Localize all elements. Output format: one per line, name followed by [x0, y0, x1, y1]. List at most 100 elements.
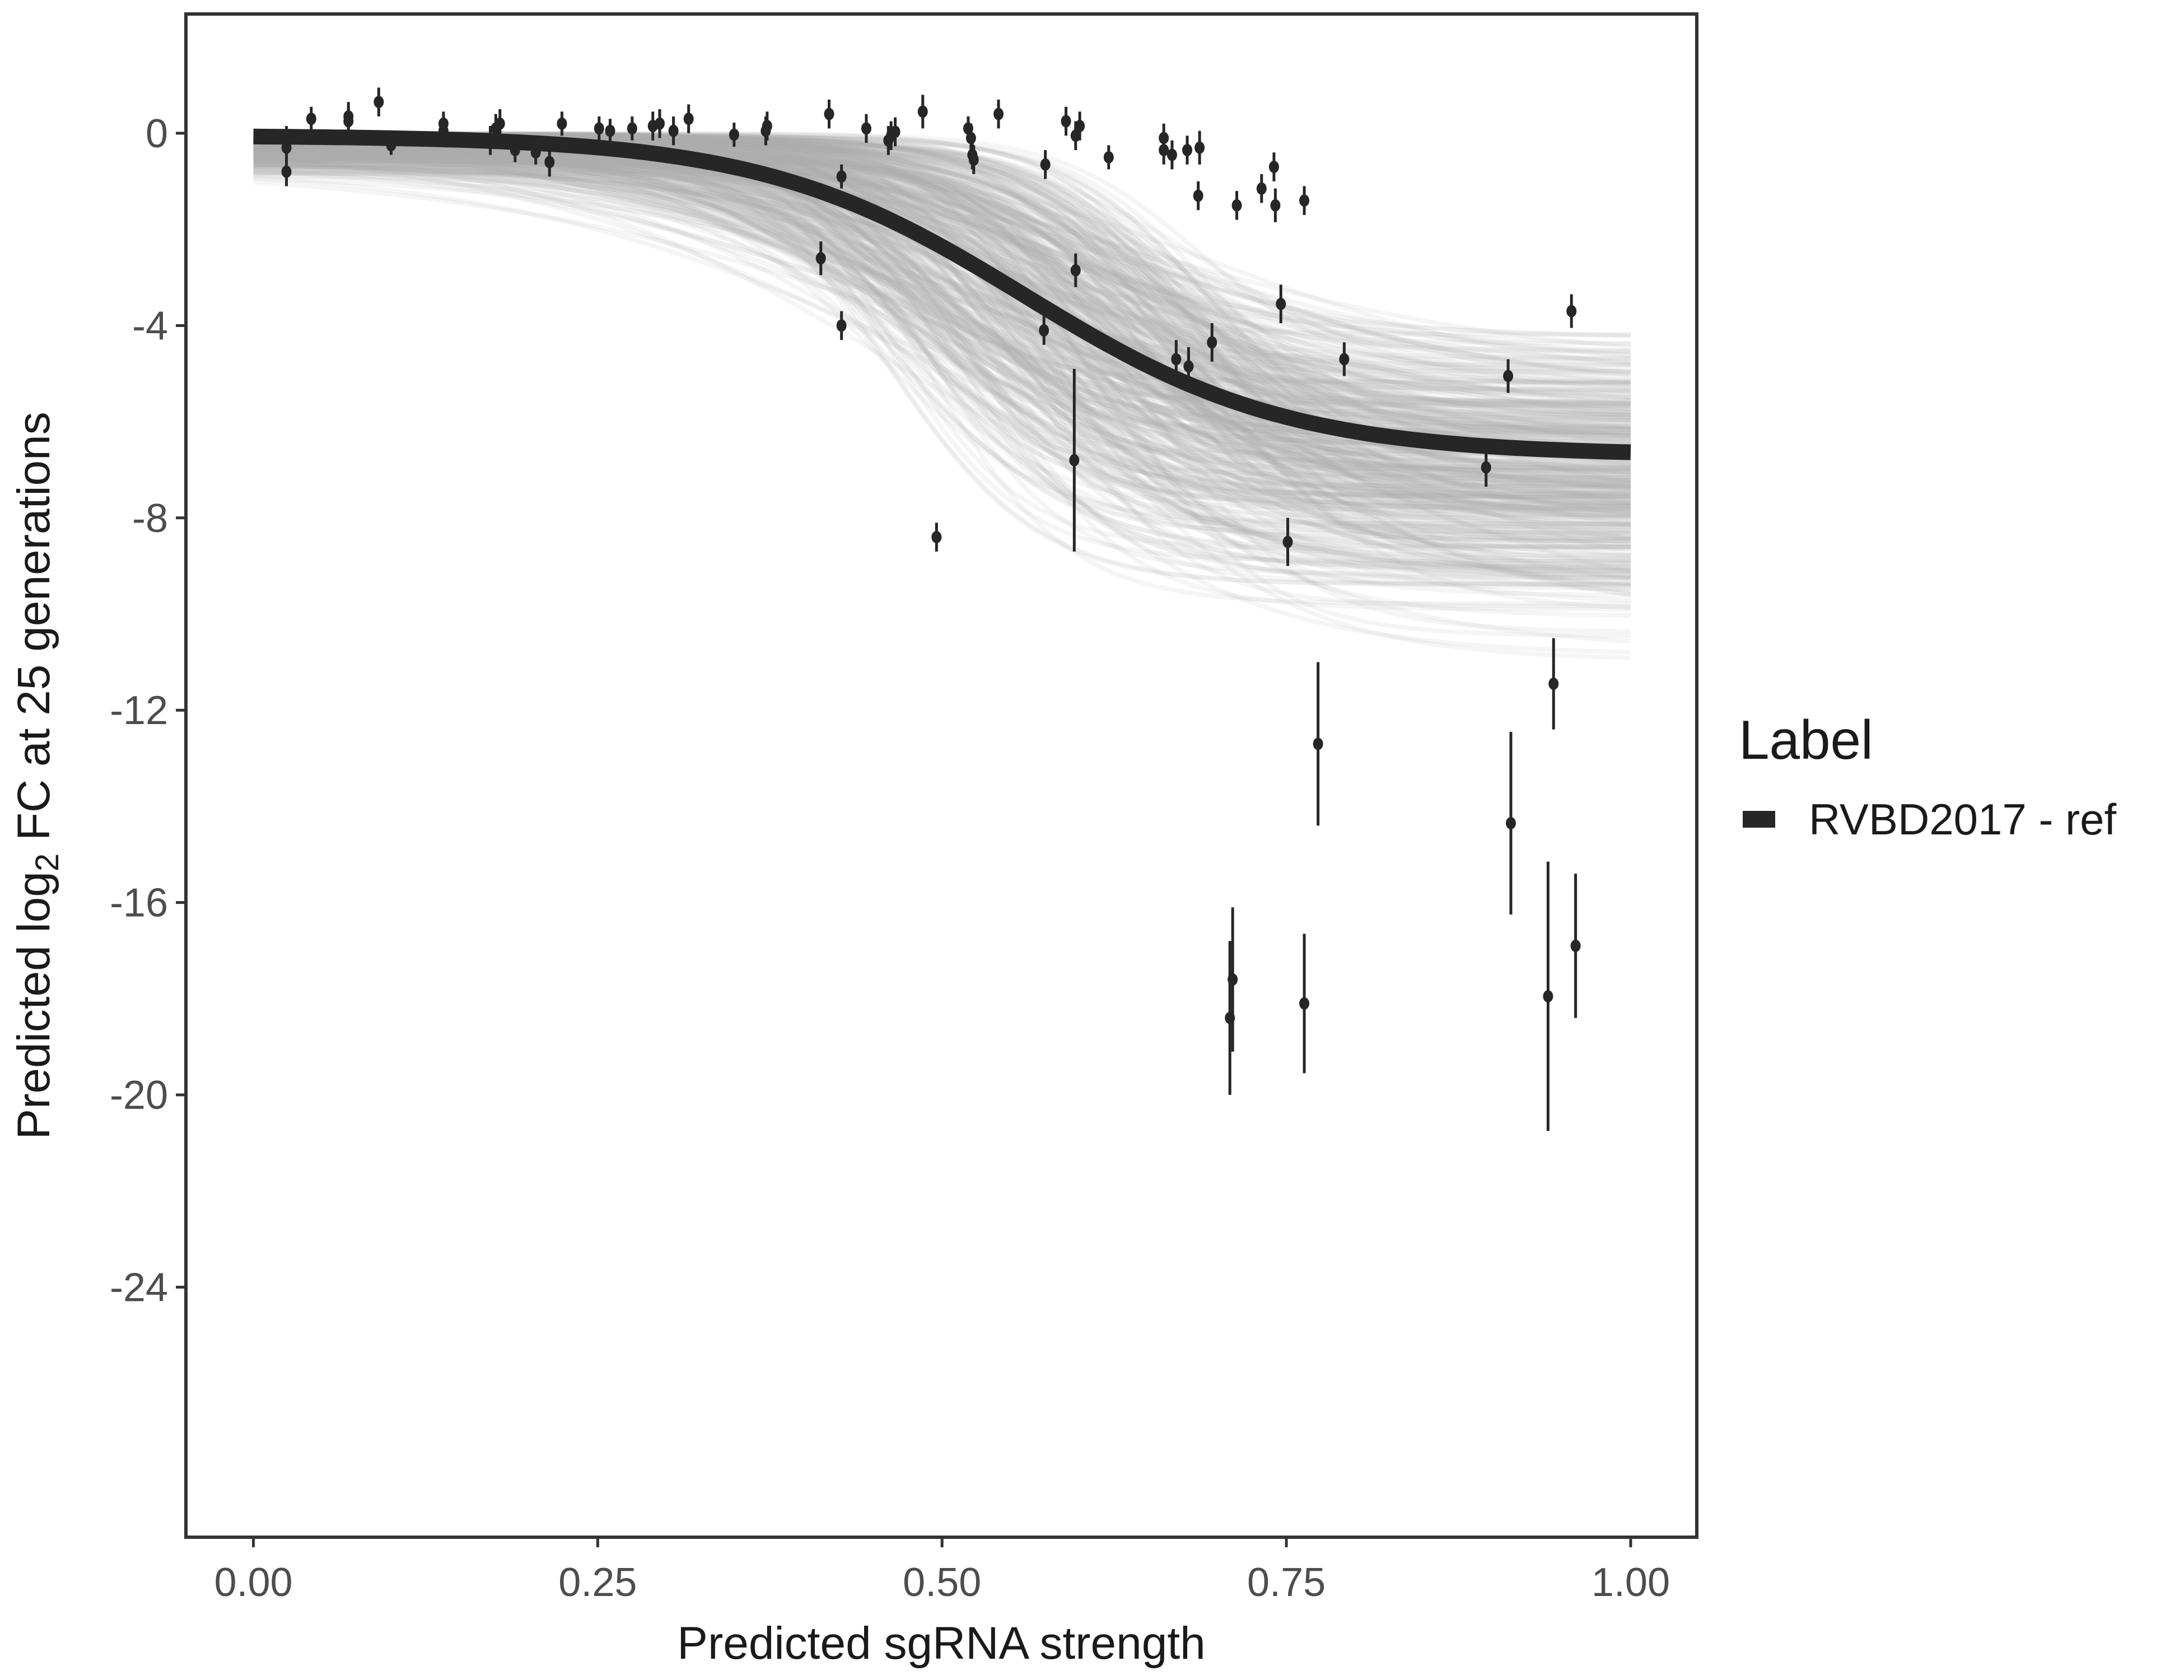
data-point [1040, 158, 1051, 171]
posterior-draw-line [253, 148, 1631, 514]
data-point [1228, 973, 1238, 986]
posterior-draw-line [253, 165, 1631, 420]
data-point [1256, 182, 1267, 195]
data-point [668, 124, 679, 137]
posterior-draw-line [253, 149, 1631, 571]
posterior-draw-line [253, 147, 1631, 501]
posterior-draw-line [253, 135, 1631, 496]
posterior-draw-line [253, 148, 1631, 347]
posterior-draw-line [253, 149, 1631, 385]
posterior-draw-line [253, 147, 1631, 498]
posterior-draw-line [253, 149, 1631, 426]
data-point [594, 122, 604, 135]
data-point [438, 124, 449, 137]
data-point [890, 125, 900, 138]
posterior-draw-line [253, 157, 1631, 573]
data-point [281, 165, 292, 178]
y-tick-label: -20 [110, 1073, 168, 1118]
data-points [281, 87, 1581, 1131]
posterior-draw-line [253, 157, 1631, 472]
y-tick-label: -12 [110, 688, 168, 733]
data-point [836, 319, 847, 332]
posterior-draw-line [253, 165, 1631, 541]
x-tick-label: 1.00 [1592, 1560, 1670, 1605]
legend-title: Label [1739, 709, 1873, 771]
data-point [1103, 151, 1114, 164]
data-point [374, 96, 384, 109]
posterior-draw-line [253, 170, 1631, 433]
data-point [627, 122, 637, 135]
posterior-draw-line [253, 147, 1631, 450]
posterior-draw-line [253, 155, 1631, 509]
posterior-draw-line [253, 150, 1631, 612]
legend-key [1743, 811, 1775, 828]
posterior-draw-line [253, 160, 1631, 470]
posterior-draw-line [253, 156, 1631, 484]
data-point [1268, 161, 1279, 174]
posterior-draw-line [253, 162, 1631, 396]
data-point [917, 105, 928, 118]
posterior-draw-line [253, 146, 1631, 514]
posterior-draw-line [253, 175, 1631, 492]
data-point [1481, 461, 1491, 474]
data-point [1505, 817, 1516, 829]
posterior-draw-line [253, 152, 1631, 418]
posterior-draw-line [253, 164, 1631, 541]
posterior-draw-line [253, 151, 1631, 471]
data-point [1193, 189, 1203, 202]
x-tick-label: 0.75 [1247, 1560, 1326, 1605]
y-tick-label: -4 [132, 304, 168, 348]
posterior-draw-line [253, 150, 1631, 431]
data-point [1182, 143, 1193, 156]
posterior-draw-line [253, 170, 1631, 514]
posterior-draw-line [253, 145, 1631, 541]
posterior-draw-line [253, 141, 1631, 463]
posterior-draw-line [253, 159, 1631, 573]
data-point [1061, 115, 1071, 128]
posterior-draw-line [253, 160, 1631, 580]
posterior-draw-line [253, 146, 1631, 430]
y-title-part2: FC at 25 generations [8, 412, 59, 853]
x-tick-label: 0.25 [558, 1560, 637, 1605]
fit-curve [253, 128, 1631, 460]
data-point [1039, 324, 1049, 337]
posterior-draw-line [253, 171, 1631, 471]
data-point [683, 113, 694, 125]
posterior-draw-line [253, 166, 1631, 414]
posterior-draw-line [253, 147, 1631, 474]
posterior-draw-line [253, 146, 1631, 430]
posterior-draw-line [253, 165, 1631, 432]
posterior-draw-line [253, 143, 1631, 432]
posterior-draw-line [253, 149, 1631, 417]
posterior-draw-line [253, 146, 1631, 506]
posterior-draw-line [253, 146, 1631, 420]
posterior-draw-line [253, 162, 1631, 484]
posterior-draw-line [253, 148, 1631, 586]
posterior-draw-line [253, 155, 1631, 503]
posterior-draw-line [253, 158, 1631, 456]
posterior-draw-line [253, 144, 1631, 494]
posterior-draw-line [253, 160, 1631, 416]
posterior-draw-line [253, 147, 1631, 457]
posterior-draw-line [253, 137, 1631, 389]
posterior-draw-line [253, 137, 1631, 365]
legend-entry-label: RVBD2017 - ref [1809, 795, 2116, 844]
posterior-draw-line [253, 146, 1631, 516]
posterior-draw-line [253, 151, 1631, 512]
posterior-draw-line [253, 148, 1631, 423]
posterior-draw-line [253, 138, 1631, 578]
data-point [386, 139, 396, 152]
data-point [931, 531, 942, 544]
data-point [1231, 199, 1242, 212]
posterior-draw-line [253, 139, 1631, 539]
posterior-draw-line [253, 153, 1631, 526]
data-point [510, 143, 520, 156]
posterior-draw-line [253, 146, 1631, 473]
x-tick-label: 0.50 [903, 1560, 981, 1605]
posterior-draw-line [253, 140, 1631, 490]
posterior-draw-line [253, 136, 1631, 387]
y-tick-label: -8 [132, 496, 168, 541]
data-point [1070, 264, 1081, 277]
posterior-draw-line [253, 168, 1631, 423]
data-point [1299, 194, 1310, 207]
